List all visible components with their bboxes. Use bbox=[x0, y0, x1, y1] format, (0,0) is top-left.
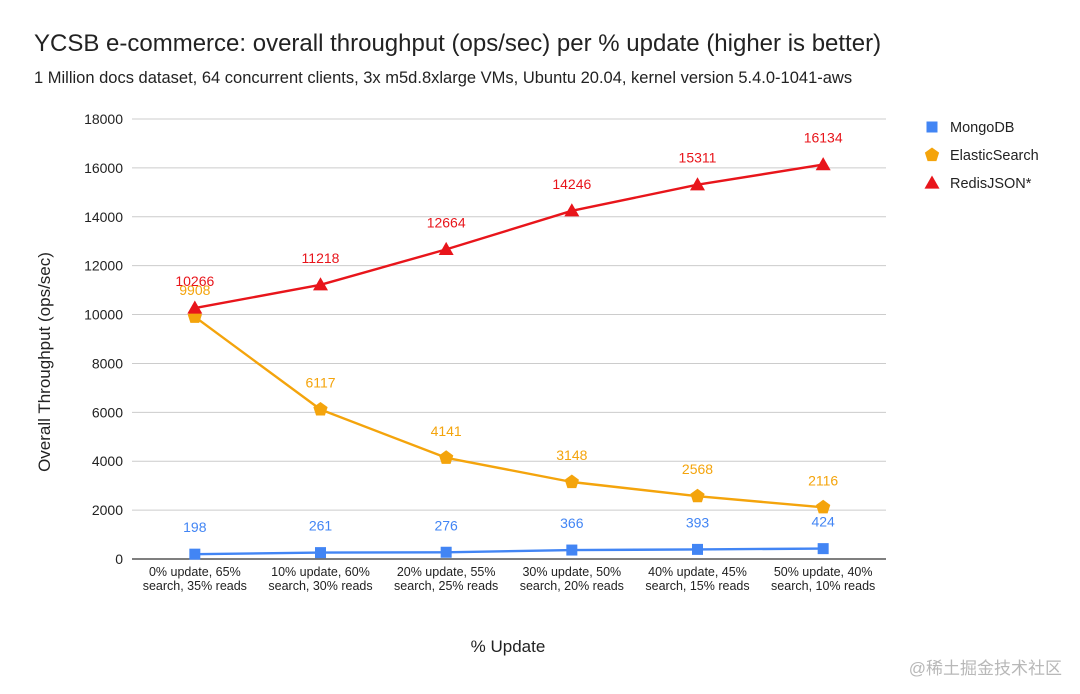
data-label-redisjson: 10266 bbox=[175, 273, 214, 289]
data-label-mongodb: 393 bbox=[686, 514, 710, 530]
data-point-redisjson bbox=[564, 203, 580, 217]
x-axis-ticks: 0% update, 65%search, 35% reads 10% updat… bbox=[143, 565, 876, 593]
data-point-redisjson bbox=[187, 300, 203, 314]
data-point-mongodb bbox=[189, 548, 201, 560]
data-label-redisjson: 16134 bbox=[804, 130, 843, 146]
data-labels: 198 261 276 366 393 424 9908 6117 4141 3148 2568 21… bbox=[175, 130, 842, 536]
x-tick-label: 30% update, 50% bbox=[522, 565, 621, 579]
data-label-mongodb: 261 bbox=[309, 518, 333, 534]
data-point-mongodb bbox=[817, 543, 829, 555]
data-point-elasticsearch bbox=[816, 499, 831, 514]
data-label-elasticsearch: 3148 bbox=[556, 447, 587, 463]
data-point-mongodb bbox=[566, 544, 578, 556]
y-tick-label: 4000 bbox=[92, 453, 123, 469]
x-tick-label: search, 20% reads bbox=[520, 579, 624, 593]
data-label-redisjson: 12664 bbox=[427, 214, 466, 230]
series-line-elasticsearch bbox=[194, 315, 824, 509]
data-point-redisjson bbox=[690, 177, 705, 191]
legend-label-mongodb: MongoDB bbox=[950, 120, 1014, 136]
legend[interactable]: MongoDB ElasticSearch RedisJSON* bbox=[924, 120, 1039, 193]
x-tick-label: 10% update, 60% bbox=[271, 565, 370, 579]
legend-marker-mongodb bbox=[926, 121, 938, 133]
y-tick-label: 14000 bbox=[84, 209, 123, 225]
series-line-redisjson bbox=[194, 163, 824, 310]
data-label-mongodb: 198 bbox=[183, 519, 207, 535]
data-label-mongodb: 366 bbox=[560, 515, 584, 531]
data-label-redisjson: 11218 bbox=[302, 250, 340, 266]
legend-item-redisjson[interactable]: RedisJSON* bbox=[924, 175, 1032, 193]
legend-marker-redisjson bbox=[924, 175, 940, 189]
data-label-redisjson: 14246 bbox=[552, 176, 591, 192]
series-group bbox=[187, 157, 831, 560]
x-tick-label: search, 10% reads bbox=[771, 579, 875, 593]
data-label-elasticsearch: 6117 bbox=[305, 374, 335, 390]
y-axis-title: Overall Throughput (ops/sec) bbox=[35, 252, 54, 472]
legend-label-elasticsearch: ElasticSearch bbox=[950, 148, 1039, 164]
x-tick-label: search, 15% reads bbox=[645, 579, 749, 593]
y-tick-label: 12000 bbox=[84, 258, 123, 274]
x-tick-label: 50% update, 40% bbox=[774, 565, 873, 579]
data-point-redisjson bbox=[313, 277, 328, 291]
y-tick-label: 6000 bbox=[92, 404, 123, 420]
y-axis-ticks: 0 2000 4000 6000 8000 10000 12000 14000 16000 180… bbox=[84, 111, 123, 567]
data-point-mongodb bbox=[315, 547, 326, 559]
gridlines bbox=[132, 118, 886, 560]
data-label-mongodb: 276 bbox=[434, 517, 458, 533]
data-label-elasticsearch: 2568 bbox=[682, 461, 713, 477]
data-point-mongodb bbox=[692, 543, 703, 555]
x-tick-label: search, 35% reads bbox=[143, 579, 247, 593]
x-tick-label: 20% update, 55% bbox=[397, 565, 496, 579]
data-point-elasticsearch bbox=[564, 474, 579, 489]
x-tick-label: 40% update, 45% bbox=[648, 565, 747, 579]
legend-item-mongodb[interactable]: MongoDB bbox=[926, 120, 1015, 136]
series-line-mongodb bbox=[194, 547, 824, 556]
data-point-redisjson bbox=[438, 241, 454, 256]
x-tick-label: search, 30% reads bbox=[268, 579, 372, 593]
y-tick-label: 8000 bbox=[92, 355, 123, 371]
chart-title: YCSB e-commerce: overall throughput (ops… bbox=[34, 30, 882, 57]
watermark: @稀土掘金技术社区 bbox=[908, 659, 1062, 678]
y-tick-label: 18000 bbox=[84, 111, 123, 127]
data-label-elasticsearch: 9908 bbox=[179, 282, 210, 298]
x-axis-title: % Update bbox=[471, 637, 546, 656]
data-label-elasticsearch: 4141 bbox=[431, 423, 462, 439]
data-point-elasticsearch bbox=[690, 488, 705, 503]
data-label-mongodb: 424 bbox=[811, 514, 835, 530]
data-label-elasticsearch: 2116 bbox=[808, 472, 838, 488]
legend-label-redisjson: RedisJSON* bbox=[950, 176, 1032, 192]
x-tick-label: search, 25% reads bbox=[394, 579, 498, 593]
y-tick-label: 10000 bbox=[84, 307, 123, 323]
data-point-elasticsearch bbox=[313, 401, 328, 416]
data-point-redisjson bbox=[815, 157, 831, 171]
chart-subtitle: 1 Million docs dataset, 64 concurrent cl… bbox=[34, 69, 853, 87]
data-label-redisjson: 15311 bbox=[679, 150, 717, 166]
legend-marker-elasticsearch bbox=[924, 147, 940, 162]
legend-item-elasticsearch[interactable]: ElasticSearch bbox=[924, 147, 1039, 165]
data-point-mongodb bbox=[440, 546, 452, 558]
data-point-elasticsearch bbox=[439, 450, 454, 464]
y-tick-label: 2000 bbox=[92, 502, 123, 518]
y-tick-label: 0 bbox=[115, 551, 123, 567]
x-tick-label: 0% update, 65% bbox=[149, 565, 241, 579]
y-tick-label: 16000 bbox=[84, 160, 123, 176]
